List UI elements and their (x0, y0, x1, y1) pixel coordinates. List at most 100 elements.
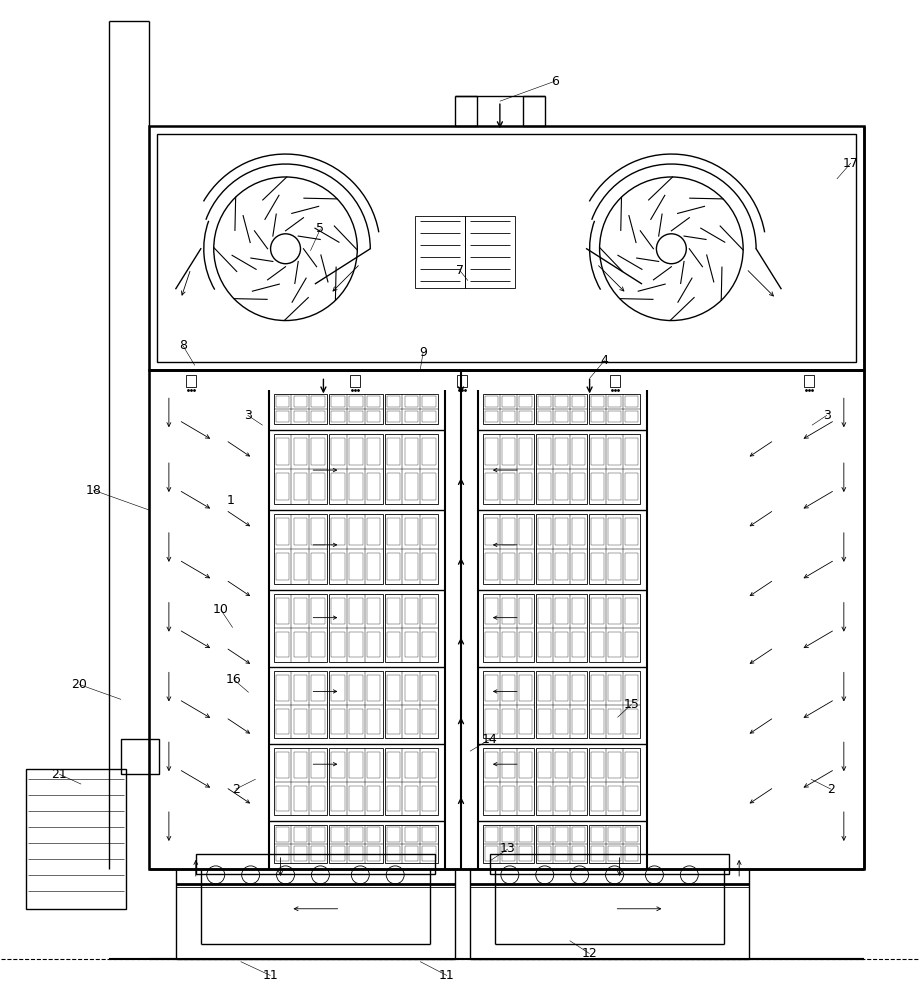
Bar (502, 411, 515, 422)
Bar (387, 632, 401, 657)
Text: 21: 21 (52, 768, 67, 781)
Bar (591, 411, 604, 422)
Bar (404, 553, 418, 580)
Bar (275, 438, 289, 465)
Bar (294, 438, 307, 465)
Bar (367, 786, 380, 811)
Bar (591, 632, 604, 657)
Bar (157, 134, 856, 362)
Bar (609, 709, 622, 734)
Bar (294, 827, 307, 842)
Bar (387, 786, 401, 811)
Bar (332, 675, 344, 701)
Bar (404, 411, 418, 422)
Bar (502, 396, 515, 407)
Bar (311, 827, 325, 842)
Bar (591, 396, 604, 407)
Bar (404, 709, 418, 734)
Bar (538, 709, 551, 734)
Bar (311, 438, 325, 465)
Bar (538, 598, 551, 624)
Bar (349, 396, 363, 407)
Bar (625, 632, 638, 657)
Bar (609, 473, 622, 500)
Bar (519, 752, 532, 778)
Bar (275, 598, 289, 624)
Bar (385, 514, 438, 584)
Bar (555, 518, 568, 545)
Bar (555, 786, 568, 811)
Bar (121, 739, 159, 774)
Bar (625, 752, 638, 778)
Bar (485, 411, 498, 422)
Bar (485, 675, 498, 701)
Bar (625, 438, 638, 465)
Bar (502, 632, 515, 657)
Bar (591, 709, 604, 734)
Bar (294, 709, 307, 734)
Bar (294, 411, 307, 422)
Text: 9: 9 (419, 346, 427, 359)
Bar (485, 396, 498, 407)
Bar (367, 518, 380, 545)
Bar (483, 594, 534, 662)
Bar (609, 632, 622, 657)
Bar (538, 473, 551, 500)
Bar (349, 553, 363, 580)
Text: 5: 5 (317, 222, 324, 235)
Bar (625, 598, 638, 624)
Bar (555, 411, 568, 422)
Bar (485, 473, 498, 500)
Bar (332, 786, 344, 811)
Bar (589, 514, 640, 584)
Bar (457, 375, 467, 387)
Bar (275, 846, 289, 861)
Bar (349, 473, 363, 500)
Bar (609, 411, 622, 422)
Bar (502, 846, 515, 861)
Bar (387, 675, 401, 701)
Bar (538, 846, 551, 861)
Bar (275, 553, 289, 580)
Bar (404, 675, 418, 701)
Bar (329, 594, 382, 662)
Bar (349, 518, 363, 545)
Text: 11: 11 (262, 969, 278, 982)
Bar (415, 216, 465, 288)
Bar (609, 396, 622, 407)
Bar (332, 411, 344, 422)
Bar (502, 709, 515, 734)
Bar (625, 396, 638, 407)
Bar (502, 752, 515, 778)
Bar (555, 473, 568, 500)
Bar (385, 748, 438, 815)
Bar (483, 748, 534, 815)
Bar (519, 598, 532, 624)
Bar (519, 675, 532, 701)
Bar (387, 438, 401, 465)
Bar (519, 786, 532, 811)
Bar (572, 786, 585, 811)
Bar (294, 632, 307, 657)
Bar (490, 854, 729, 874)
Bar (329, 748, 382, 815)
Bar (332, 598, 344, 624)
Bar (572, 411, 585, 422)
Bar (536, 594, 588, 662)
Bar (404, 473, 418, 500)
Bar (572, 752, 585, 778)
Bar (367, 752, 380, 778)
Bar (329, 394, 382, 424)
Bar (294, 553, 307, 580)
Bar (625, 786, 638, 811)
Text: 16: 16 (226, 673, 241, 686)
Bar (483, 671, 534, 738)
Bar (572, 709, 585, 734)
Bar (329, 825, 382, 863)
Bar (423, 438, 436, 465)
Bar (329, 671, 382, 738)
Bar (149, 126, 864, 370)
Bar (572, 473, 585, 500)
Bar (404, 632, 418, 657)
Bar (294, 396, 307, 407)
